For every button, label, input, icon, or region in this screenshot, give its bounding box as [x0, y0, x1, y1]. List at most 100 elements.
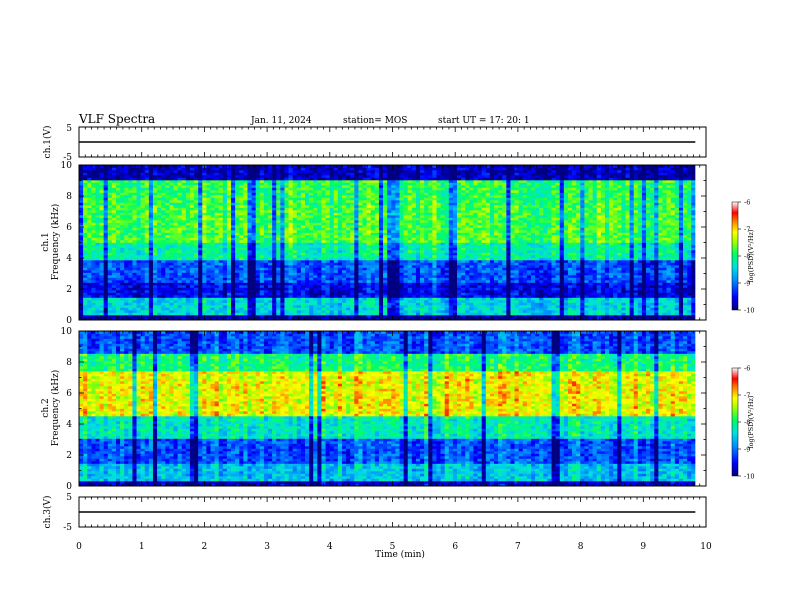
spectrogram-cell: [523, 263, 527, 266]
spectrogram-cell: [658, 305, 662, 308]
spectrogram-cell: [580, 305, 584, 308]
spectrogram-cell: [174, 258, 178, 261]
spectrogram-cell: [215, 265, 219, 268]
spectrogram-cell: [420, 240, 424, 243]
spectrogram-cell: [621, 315, 625, 318]
spectrogram-cell: [576, 240, 580, 243]
spectrogram-cell: [457, 313, 461, 316]
spectrogram-cell: [178, 285, 182, 288]
spectrogram-cell: [338, 288, 342, 291]
spectrogram-cell: [523, 298, 527, 301]
spectrogram-cell: [457, 250, 461, 253]
spectrogram-cell: [691, 300, 695, 303]
spectrogram-cell: [358, 270, 362, 273]
spectrogram-cell: [260, 315, 264, 318]
spectrogram-cell: [523, 275, 527, 278]
spectrogram-cell: [658, 310, 662, 313]
spectrogram-cell: [543, 255, 547, 258]
spectrogram-cell: [395, 305, 399, 308]
spectrogram-cell: [432, 240, 436, 243]
spectrogram-cell: [338, 255, 342, 258]
spectrogram-cell: [264, 313, 268, 316]
spectrogram-cell: [301, 258, 305, 261]
spectrogram-cell: [490, 245, 494, 248]
spectrogram-cell: [223, 253, 227, 256]
spectrogram-cell: [605, 303, 609, 306]
spectrogram-cell: [617, 285, 621, 288]
spectrogram-cell: [227, 305, 231, 308]
spectrogram-cell: [642, 280, 646, 283]
spectrogram-cell: [539, 283, 543, 286]
spectrogram-cell: [330, 278, 334, 281]
spectrogram-cell: [687, 313, 691, 316]
spectrogram-cell: [527, 300, 531, 303]
spectrogram-cell: [453, 258, 457, 261]
spectrogram-cell: [589, 290, 593, 293]
spectrogram-cell: [256, 248, 260, 251]
spectrogram-cell: [276, 268, 280, 271]
spectrogram-cell: [609, 290, 613, 293]
spectrogram-cell: [453, 313, 457, 316]
spectrogram-cell: [457, 308, 461, 311]
figure-title: VLF Spectra: [78, 112, 155, 126]
spectrogram-cell: [395, 265, 399, 268]
spectrogram-cell: [547, 265, 551, 268]
spectrogram-cell: [498, 278, 502, 281]
spectrogram-cell: [346, 248, 350, 251]
spectrogram-cell: [519, 253, 523, 256]
spectrogram-cell: [490, 275, 494, 278]
spectrogram-cell: [350, 243, 354, 246]
spectrogram-cell: [510, 273, 514, 276]
spectrogram-cell: [687, 275, 691, 278]
spectrogram-cell: [198, 243, 202, 246]
spectrogram-cell: [486, 263, 490, 266]
spectrogram-cell: [601, 268, 605, 271]
spectrogram-cell: [502, 243, 506, 246]
spectrogram-cell: [428, 270, 432, 273]
spectrogram-cell: [280, 250, 284, 253]
spectrogram-cell: [124, 310, 128, 313]
spectrogram-cell: [206, 275, 210, 278]
spectrogram-cell: [687, 315, 691, 318]
spectrogram-cell: [609, 288, 613, 291]
spectrogram-cell: [317, 273, 321, 276]
spectrogram-cell: [235, 308, 239, 311]
spectrogram-cell: [268, 258, 272, 261]
spectrogram-cell: [326, 253, 330, 256]
spectrogram-cell: [432, 253, 436, 256]
spectrogram-cell: [124, 313, 128, 316]
spectrogram-cell: [260, 263, 264, 266]
spectrogram-cell: [321, 250, 325, 253]
spectrogram-cell: [264, 258, 268, 261]
spectrogram-cell: [461, 268, 465, 271]
spectrogram-cell: [667, 285, 671, 288]
spectrogram-cell: [650, 303, 654, 306]
spectrogram-cell: [613, 243, 617, 246]
spectrogram-cell: [589, 270, 593, 273]
spectrogram-cell: [223, 255, 227, 258]
spectrogram-cell: [638, 268, 642, 271]
spectrogram-cell: [469, 243, 473, 246]
spectrogram-cell: [132, 265, 136, 268]
spectrogram-cell: [210, 270, 214, 273]
spectrogram-cell: [174, 273, 178, 276]
spectrogram-cell: [617, 283, 621, 286]
spectrogram-cell: [252, 290, 256, 293]
spectrogram-cell: [671, 305, 675, 308]
spectrogram-cell: [100, 270, 104, 273]
spectrogram-cell: [416, 298, 420, 301]
spectrogram-cell: [564, 265, 568, 268]
spectrogram-cell: [621, 253, 625, 256]
spectrogram-cell: [137, 265, 141, 268]
spectrogram-cell: [313, 285, 317, 288]
spectrogram-cell: [691, 265, 695, 268]
spectrogram-cell: [642, 315, 646, 318]
spectrogram-cell: [638, 278, 642, 281]
spectrogram-cell: [338, 248, 342, 251]
spectrogram-cell: [235, 295, 239, 298]
spectrogram-cell: [486, 315, 490, 318]
spectrogram-cell: [231, 313, 235, 316]
spectrogram-cell: [531, 273, 535, 276]
spectrogram-cell: [321, 303, 325, 306]
spectrogram-cell: [100, 243, 104, 246]
